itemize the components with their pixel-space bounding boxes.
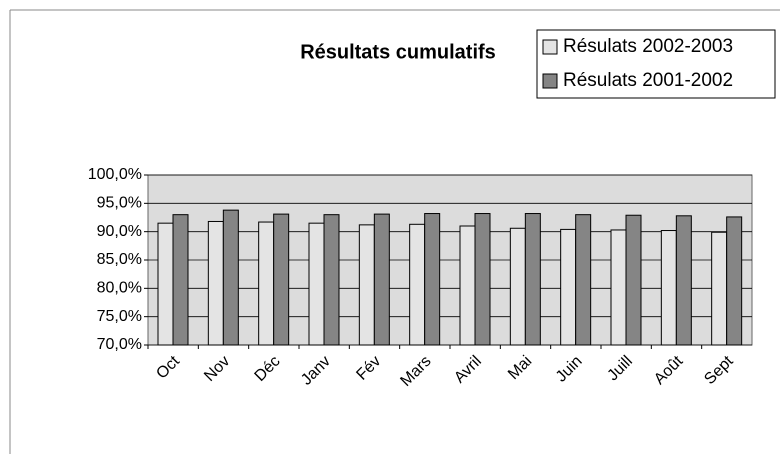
x-tick-label: Fév xyxy=(353,353,384,384)
bar xyxy=(660,230,677,346)
bar xyxy=(474,213,491,346)
bar xyxy=(358,224,375,346)
x-tick-label: Mars xyxy=(397,353,434,390)
x-tick-label: Mai xyxy=(505,353,535,383)
x-tick-label: Avril xyxy=(451,353,485,387)
bar xyxy=(172,214,189,346)
y-tick-label: 80,0% xyxy=(97,280,142,297)
y-tick-label: 85,0% xyxy=(97,251,142,268)
x-tick-label: Nov xyxy=(201,353,233,385)
x-tick-label: Juin xyxy=(553,353,586,386)
bar xyxy=(610,229,627,346)
y-tick-label: 100,0% xyxy=(88,166,142,183)
bar xyxy=(675,215,692,346)
bar xyxy=(157,222,174,346)
x-tick-label: Oct xyxy=(153,352,183,382)
chart-title: Résultats cumulatifs xyxy=(300,41,496,63)
x-tick-label: Janv xyxy=(298,353,334,389)
x-tick-label: Déc xyxy=(252,353,284,385)
bar xyxy=(308,222,325,346)
bar xyxy=(524,213,541,346)
bar xyxy=(726,216,743,346)
bar xyxy=(424,213,441,346)
bar xyxy=(207,220,224,346)
y-tick-label: 70,0% xyxy=(97,336,142,353)
bar xyxy=(509,227,526,346)
bar xyxy=(459,225,476,346)
bar xyxy=(711,231,728,346)
bar xyxy=(560,228,577,346)
bar xyxy=(625,214,642,346)
x-tick-label: Sept xyxy=(701,352,737,388)
y-tick-label: 90,0% xyxy=(97,223,142,240)
bar xyxy=(323,214,340,346)
legend-swatch xyxy=(542,73,558,89)
x-tick-label: Août xyxy=(651,352,687,388)
bar xyxy=(222,209,239,346)
bar xyxy=(373,213,390,346)
legend-label: Résulats 2001-2002 xyxy=(563,70,733,91)
x-tick-label: Juill xyxy=(604,353,636,385)
legend-label: Résulats 2002-2003 xyxy=(563,36,733,57)
bar xyxy=(273,213,290,346)
bar xyxy=(575,214,592,346)
y-tick-label: 75,0% xyxy=(97,308,142,325)
y-tick-label: 95,0% xyxy=(97,195,142,212)
legend-box xyxy=(536,29,776,99)
bar xyxy=(409,223,426,346)
legend-swatch xyxy=(542,39,558,55)
bar xyxy=(258,221,275,346)
